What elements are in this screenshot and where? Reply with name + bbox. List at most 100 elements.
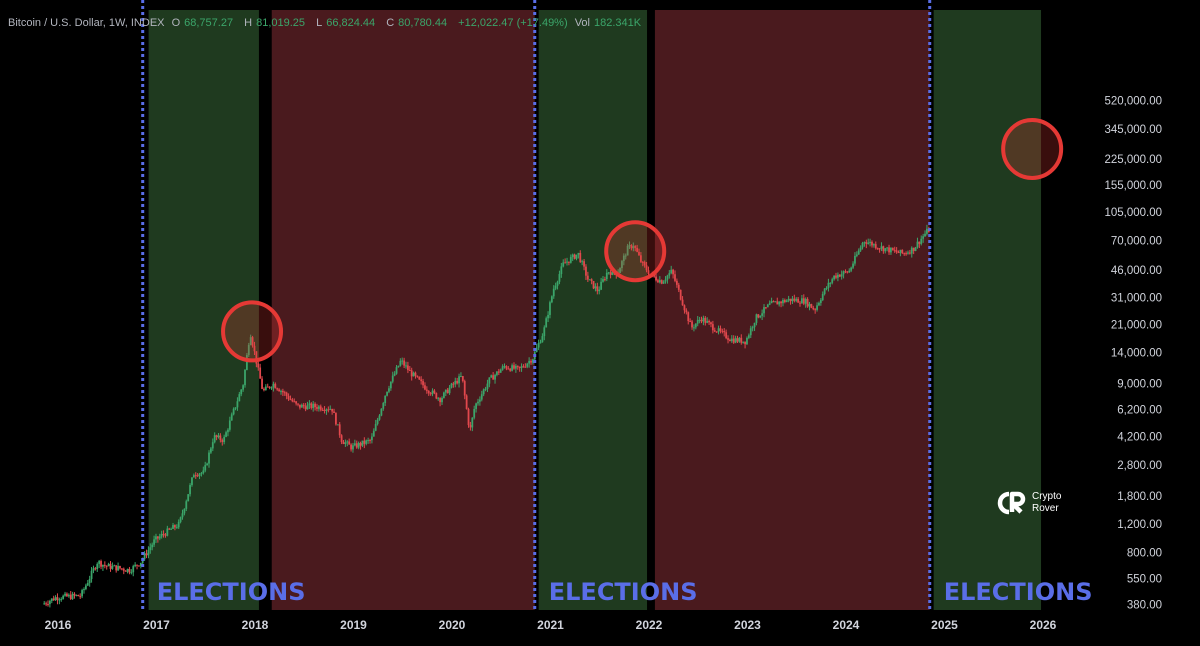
candle-body <box>588 279 591 281</box>
candle-body <box>499 369 502 373</box>
candle-body <box>192 475 195 478</box>
candle-body <box>736 338 739 342</box>
candle-body <box>441 397 443 403</box>
candle-body <box>388 388 390 392</box>
candle-body <box>316 407 318 409</box>
candle-body <box>662 281 665 284</box>
candle-body <box>380 408 383 416</box>
candle-body <box>84 585 87 590</box>
candle-body <box>626 245 629 256</box>
candle-body <box>43 603 46 605</box>
candle-body <box>738 337 741 342</box>
candle-body <box>266 386 269 388</box>
candle-body <box>391 375 394 382</box>
candle-body <box>895 250 898 253</box>
candle-body <box>194 475 197 477</box>
candle-body <box>160 533 163 537</box>
candle-body <box>568 261 570 263</box>
candle-body <box>859 247 862 251</box>
candle-body <box>838 274 841 277</box>
candle-body <box>532 359 534 363</box>
candle-body <box>143 553 146 560</box>
candle-body <box>244 369 246 386</box>
candle-body <box>602 279 604 282</box>
candle-body <box>711 324 714 331</box>
candle-body <box>111 566 114 569</box>
candle-body <box>482 389 485 395</box>
candle-body <box>274 383 277 389</box>
candle-body <box>325 409 328 411</box>
candle-body <box>710 322 712 325</box>
candle-body <box>227 429 229 433</box>
candle-body <box>882 246 885 252</box>
candle-body <box>677 284 680 290</box>
candle-body <box>793 298 796 301</box>
candle-body <box>732 338 735 343</box>
candle-body <box>170 528 173 530</box>
candle-body <box>715 331 718 333</box>
candle-body <box>507 368 510 370</box>
candle-body <box>397 365 400 368</box>
candle-body <box>371 436 373 441</box>
candle-body <box>511 365 513 371</box>
candle-body <box>454 380 457 385</box>
candle-body <box>683 305 686 311</box>
candle-body <box>586 275 589 280</box>
candle-body <box>166 528 169 536</box>
candle-body <box>336 424 339 426</box>
candle-body <box>79 596 82 598</box>
candle-body <box>924 233 926 237</box>
candle-body <box>327 409 330 411</box>
candle-body <box>88 578 91 584</box>
candle-body <box>255 351 258 364</box>
candle-body <box>312 403 315 408</box>
candle-body <box>812 307 815 310</box>
candle-body <box>115 565 118 571</box>
candle-body <box>478 399 481 402</box>
candle-body <box>836 274 839 278</box>
candle-body <box>727 338 729 340</box>
candle-body <box>317 406 320 409</box>
year-tick-label: 2016 <box>45 618 72 632</box>
candle-body <box>376 419 379 424</box>
close-value: 80,780.44 <box>398 17 448 29</box>
candle-body <box>414 372 417 376</box>
candle-body <box>168 528 171 530</box>
price-tick-label: 1,200.00 <box>1117 519 1162 531</box>
candle-body <box>550 296 553 303</box>
candle-body <box>719 328 722 331</box>
candle-body <box>560 266 563 275</box>
candle-body <box>291 399 294 402</box>
candle-body <box>403 360 406 366</box>
candle-body <box>297 403 299 405</box>
candle-body <box>636 247 639 252</box>
candle-body <box>840 274 843 277</box>
price-tick-label: 800.00 <box>1127 547 1162 559</box>
candle-body <box>621 261 623 269</box>
candle-body <box>48 601 51 605</box>
candle-body <box>592 280 595 289</box>
price-tick-label: 46,000.00 <box>1111 265 1162 277</box>
candle-body <box>100 561 102 567</box>
candle-body <box>785 300 788 303</box>
candle-body <box>535 347 538 353</box>
candle-body <box>520 366 523 368</box>
candle-body <box>484 388 487 390</box>
logo-line-2: Rover <box>1032 503 1059 514</box>
candle-body <box>261 378 263 389</box>
candle-body <box>416 375 419 377</box>
candle-body <box>658 280 661 283</box>
candle-body <box>691 321 693 328</box>
candle-body <box>905 253 907 255</box>
candle-body <box>308 403 311 405</box>
candle-body <box>181 513 184 518</box>
candle-body <box>723 331 726 333</box>
high-value: 81,019.25 <box>256 17 306 29</box>
candle-body <box>395 367 398 374</box>
close-label: C <box>386 17 395 29</box>
candle-body <box>164 534 167 536</box>
candle-body <box>66 593 68 597</box>
candle-body <box>331 408 334 412</box>
candle-body <box>240 389 243 395</box>
candle-body <box>829 282 832 284</box>
